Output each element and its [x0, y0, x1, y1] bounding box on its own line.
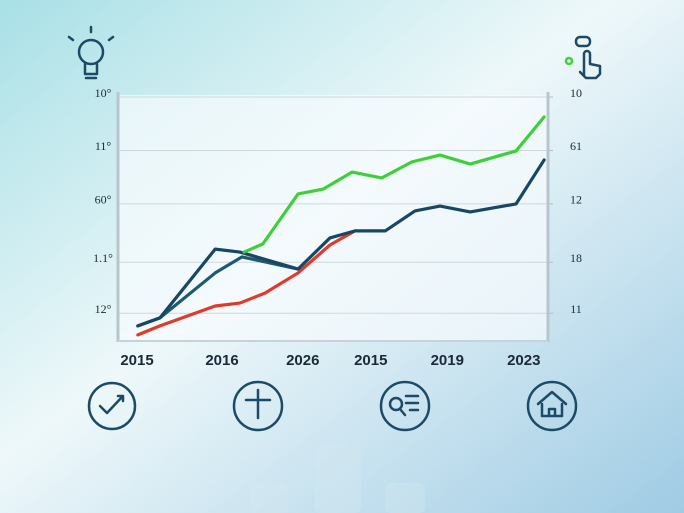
cross-icon	[232, 380, 284, 432]
y-tick-label: 11°	[95, 139, 112, 153]
x-tick-label: 2019	[431, 352, 464, 369]
y2-tick-label: 10	[570, 86, 582, 100]
bulb-icon	[67, 25, 115, 80]
y2-tick-label: 18	[570, 251, 582, 265]
search-icon	[379, 380, 431, 432]
line-series	[136, 229, 357, 337]
y-tick-label: 1.1°	[93, 251, 113, 265]
y-tick-label: 12°	[95, 302, 112, 316]
y-tick-label: 60°	[95, 193, 112, 207]
check-icon	[87, 381, 137, 431]
house-icon	[526, 380, 578, 432]
y-tick-label: 10°	[95, 86, 112, 100]
y2-tick-label: 12	[570, 193, 582, 207]
plot-area	[118, 95, 548, 340]
x-tick-label: 2023	[507, 352, 540, 369]
x-tick-label: 2016	[205, 352, 238, 369]
hand-icon	[564, 35, 602, 80]
y2-tick-label: 61	[570, 139, 582, 153]
x-tick-label: 2015	[120, 352, 153, 369]
decor-columns	[250, 445, 425, 513]
line-series	[136, 158, 546, 328]
x-tick-label: 2026	[286, 352, 319, 369]
x-tick-label: 2015	[354, 352, 387, 369]
line-series	[242, 115, 546, 254]
y2-tick-label: 11	[570, 302, 582, 316]
